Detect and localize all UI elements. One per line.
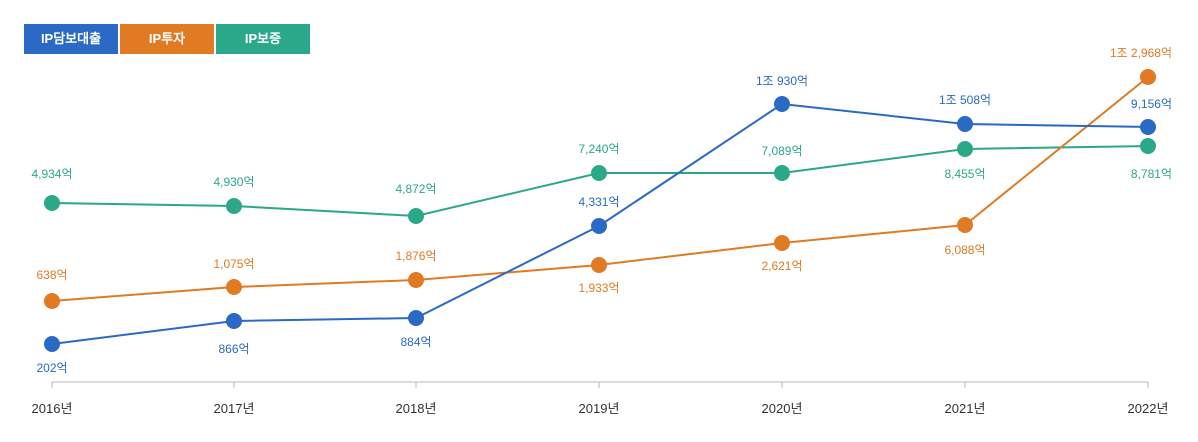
data-point[interactable] [957,217,973,233]
data-label: 1,876억 [395,249,436,263]
data-label: 7,089억 [761,144,802,158]
data-label: 4,930억 [213,175,254,189]
data-label: 9,156억 [1131,97,1172,111]
data-point[interactable] [408,208,424,224]
data-point[interactable] [774,96,790,112]
data-point[interactable] [1140,119,1156,135]
data-label: 1,075억 [213,257,254,271]
legend-item-ip-loan[interactable]: IP담보대출 [24,24,118,54]
data-label: 1조 930억 [756,74,808,88]
x-tick-label: 2016년 [32,401,73,416]
data-point[interactable] [408,310,424,326]
data-label: 866억 [218,342,249,356]
x-tick-label: 2022년 [1128,401,1169,416]
x-tick-label: 2021년 [945,401,986,416]
data-label: 8,455억 [944,167,985,181]
data-label: 638억 [36,268,67,282]
x-tick-label: 2018년 [396,401,437,416]
data-point[interactable] [591,165,607,181]
data-point[interactable] [774,235,790,251]
data-point[interactable] [44,195,60,211]
data-label: 7,240억 [578,142,619,156]
data-point[interactable] [44,336,60,352]
data-point[interactable] [226,313,242,329]
data-point[interactable] [226,279,242,295]
data-point[interactable] [957,116,973,132]
data-label: 884억 [400,335,431,349]
legend-item-ip-investment[interactable]: IP투자 [120,24,214,54]
data-label: 1,933억 [578,281,619,295]
data-label: 2,621억 [761,259,802,273]
data-point[interactable] [1140,138,1156,154]
data-label: 4,331억 [578,195,619,209]
legend-item-ip-guarantee[interactable]: IP보증 [216,24,310,54]
data-label: 8,781억 [1131,167,1172,181]
data-label: 4,934억 [31,167,72,181]
data-point[interactable] [408,272,424,288]
legend: IP담보대출 IP투자 IP보증 [24,24,312,54]
data-point[interactable] [226,198,242,214]
data-point[interactable] [957,141,973,157]
data-label: 6,088억 [944,243,985,257]
data-point[interactable] [591,218,607,234]
x-tick-label: 2017년 [214,401,255,416]
data-point[interactable] [591,257,607,273]
x-tick-label: 2020년 [762,401,803,416]
data-point[interactable] [1140,69,1156,85]
data-label: 1조 508억 [939,93,991,107]
data-point[interactable] [774,165,790,181]
data-point[interactable] [44,293,60,309]
x-tick-label: 2019년 [579,401,620,416]
data-label: 202억 [36,361,67,375]
data-label: 1조 2,968억 [1110,46,1172,60]
data-label: 4,872억 [395,182,436,196]
